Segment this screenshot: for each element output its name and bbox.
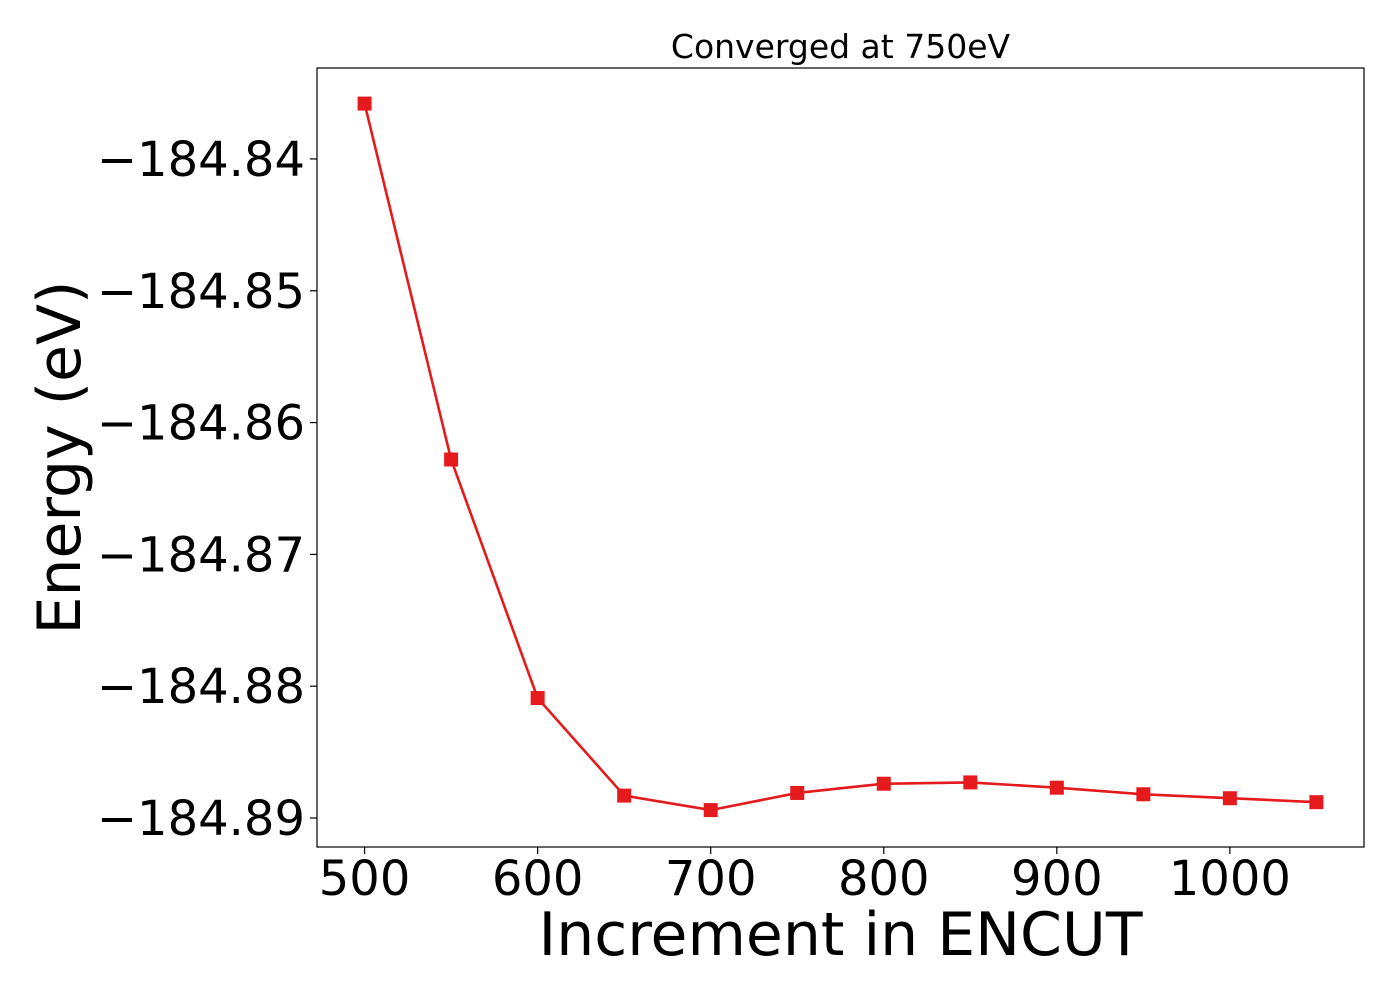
data-point [876, 776, 891, 791]
y-tick-label: −184.87 [97, 527, 305, 583]
x-axis-label: Increment in ENCUT [539, 900, 1143, 970]
y-tick-label: −184.84 [97, 132, 305, 188]
x-axis: 500 600 700 800 900 1000 [319, 847, 1291, 907]
x-tick-label: 600 [492, 851, 584, 907]
data-point [963, 775, 978, 790]
data-point [1309, 795, 1324, 810]
y-axis: −184.84 −184.85 −184.86 −184.87 −184.88 −184.… [97, 132, 317, 847]
data-point [1049, 780, 1064, 795]
data-point [790, 785, 805, 800]
data-point [617, 788, 632, 803]
data-point [1136, 787, 1151, 802]
plot-area [357, 96, 1324, 818]
x-tick-label: 700 [665, 851, 757, 907]
y-tick-label: −184.86 [97, 396, 305, 452]
series-line [363, 103, 1317, 812]
x-tick-label: 1000 [1169, 851, 1291, 907]
y-tick-label: −184.85 [97, 264, 305, 320]
y-tick-label: −184.89 [97, 791, 305, 847]
data-point [530, 691, 545, 706]
data-point [444, 452, 459, 467]
x-tick-label: 900 [1011, 851, 1103, 907]
data-point [1222, 791, 1237, 806]
data-point [357, 96, 372, 111]
y-axis-label: Energy (eV) [25, 281, 95, 635]
y-tick-label: −184.88 [97, 659, 305, 715]
chart-title: Converged at 750eV [671, 27, 1011, 66]
x-tick-label: 800 [838, 851, 930, 907]
plot-frame [316, 67, 1365, 848]
data-point [703, 803, 718, 818]
x-tick-label: 500 [319, 851, 411, 907]
